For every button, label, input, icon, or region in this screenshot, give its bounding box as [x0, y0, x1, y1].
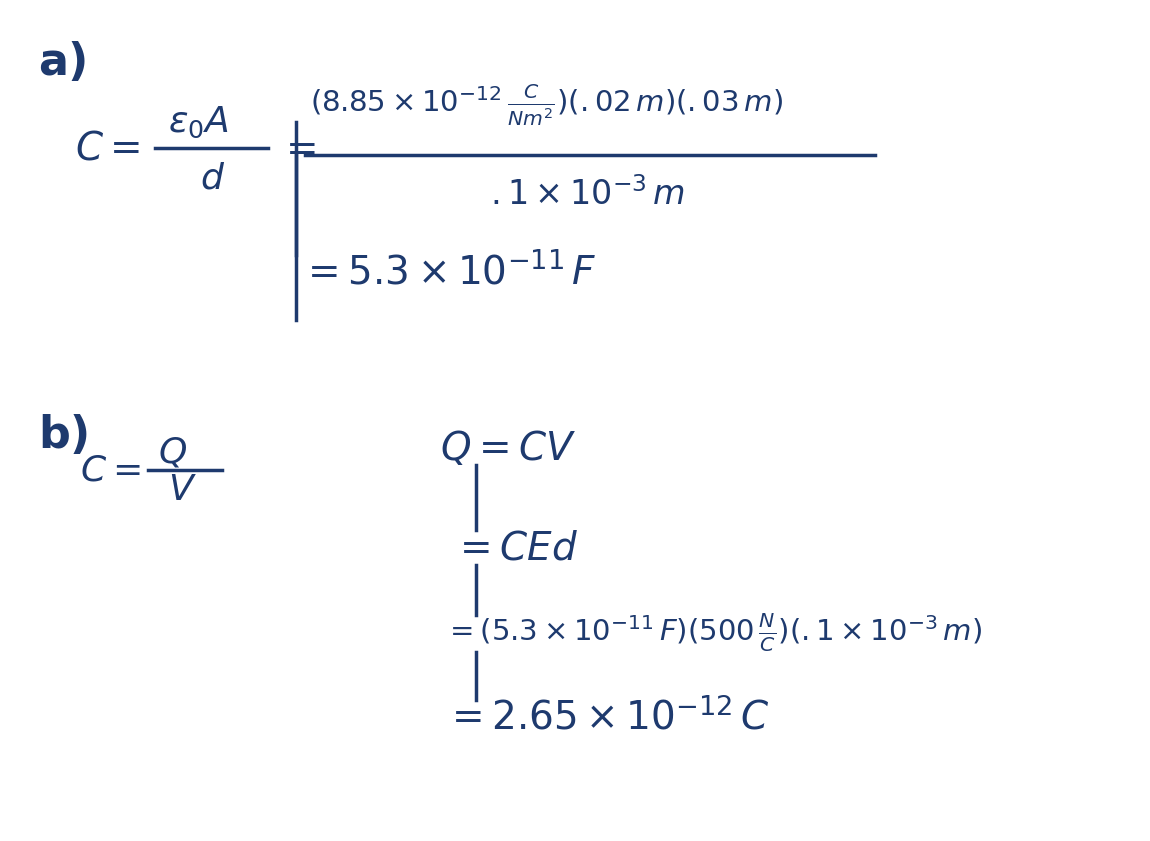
Text: $.1 \times 10^{-3}\,m$: $.1 \times 10^{-3}\,m$: [490, 177, 685, 213]
Text: a): a): [38, 40, 89, 83]
Text: $d$: $d$: [200, 161, 225, 195]
Text: $= 2.65 \times 10^{-12}\,C$: $= 2.65 \times 10^{-12}\,C$: [444, 698, 769, 738]
Text: b): b): [38, 414, 90, 457]
Text: $Q$: $Q$: [158, 435, 187, 469]
Text: $C =$: $C =$: [75, 129, 140, 167]
Text: $(8.85 \times 10^{-12}\,\frac{C}{Nm^2})(.02\,m)(.03\,m)$: $(8.85 \times 10^{-12}\,\frac{C}{Nm^2})(…: [310, 82, 783, 128]
Text: $Q = CV$: $Q = CV$: [440, 429, 576, 468]
Text: $=(5.3 \times 10^{-11}\,F)(500\,\frac{N}{C})(.1 \times 10^{-3}\,m)$: $=(5.3 \times 10^{-11}\,F)(500\,\frac{N}…: [444, 611, 982, 654]
Text: $\varepsilon_0 A$: $\varepsilon_0 A$: [168, 104, 229, 140]
Text: $= 5.3 \times 10^{-11}\,F$: $= 5.3 \times 10^{-11}\,F$: [300, 252, 597, 292]
Text: $= CEd$: $= CEd$: [452, 529, 578, 567]
Text: $=$: $=$: [278, 129, 316, 167]
Text: $V$: $V$: [168, 473, 197, 507]
Text: $C =$: $C =$: [81, 453, 140, 487]
